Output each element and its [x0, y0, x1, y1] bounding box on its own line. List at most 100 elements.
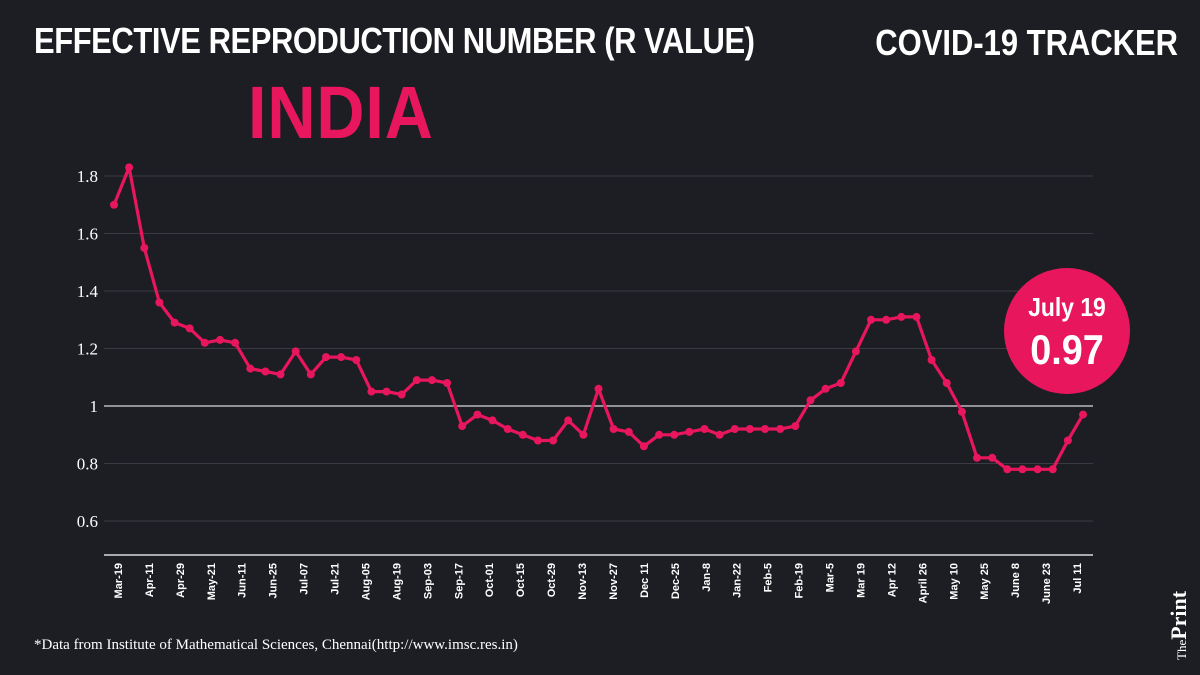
x-tick-label: Feb-5 — [763, 563, 775, 592]
data-point — [382, 387, 391, 396]
brand-print: Print — [1166, 590, 1191, 640]
data-point — [821, 384, 830, 393]
data-point — [670, 430, 679, 439]
data-point — [1063, 436, 1072, 445]
data-point — [488, 416, 497, 425]
data-point — [170, 318, 179, 327]
data-point — [655, 430, 664, 439]
data-point — [246, 364, 255, 373]
x-tick-label: Mar 19 — [855, 563, 867, 598]
grid-lines — [104, 175, 1093, 522]
y-tick-label: 0.6 — [77, 512, 98, 531]
data-point — [1018, 465, 1027, 474]
x-tick-label: Aug-05 — [360, 563, 372, 600]
x-tick-label: Oct-01 — [484, 563, 496, 597]
data-point — [185, 324, 194, 333]
x-tick-label: Jun-25 — [268, 563, 280, 598]
y-tick-label: 1.8 — [77, 167, 98, 186]
data-point — [579, 430, 588, 439]
data-point — [942, 379, 951, 387]
source-note: *Data from Institute of Mathematical Sci… — [34, 637, 518, 653]
data-point — [443, 379, 452, 387]
y-tick-label: 0.8 — [77, 455, 98, 474]
latest-value-callout: July 19 0.97 — [1004, 268, 1130, 394]
data-point — [1003, 465, 1012, 474]
x-tick-label: Jan-22 — [732, 563, 744, 598]
data-point — [745, 425, 754, 433]
x-tick-label: May 10 — [948, 563, 960, 600]
data-point — [836, 379, 845, 387]
data-point — [700, 425, 709, 433]
data-point — [337, 353, 346, 362]
x-tick-label: Apr 12 — [886, 563, 898, 597]
x-tick-label: Jul-21 — [330, 563, 342, 595]
country-name: INDIA — [248, 71, 434, 154]
data-point — [609, 425, 618, 433]
data-point — [397, 390, 406, 399]
x-tick-label: June 8 — [1010, 563, 1022, 598]
brand-logo: ThePrint — [1166, 591, 1192, 660]
tracker-label: COVID-19 TRACKER — [875, 22, 1178, 63]
data-point — [564, 416, 573, 425]
y-tick-label: 1 — [90, 397, 99, 416]
x-tick-label: Sep-17 — [453, 563, 465, 599]
data-points — [110, 163, 1087, 474]
data-point — [533, 436, 542, 445]
x-tick-label: Oct-29 — [546, 563, 558, 597]
data-point — [216, 335, 224, 344]
data-point — [1079, 410, 1087, 419]
x-tick-label: Jun-11 — [237, 563, 249, 598]
data-point — [715, 430, 724, 439]
data-point — [518, 430, 527, 439]
data-point — [1048, 465, 1057, 474]
data-point — [306, 370, 315, 379]
data-point — [291, 347, 300, 356]
x-tick-label: Nov-13 — [577, 563, 589, 600]
data-point — [776, 425, 785, 433]
data-point — [806, 396, 815, 405]
data-point — [458, 422, 467, 431]
x-tick-label: Mar-19 — [113, 563, 125, 598]
x-tick-label: Aug-19 — [391, 563, 403, 600]
x-tick-label: Dec 11 — [639, 563, 651, 598]
x-tick-label: May 25 — [979, 563, 991, 600]
data-point — [200, 338, 209, 347]
x-tick-label: Jul 11 — [1072, 563, 1084, 594]
data-point — [912, 312, 921, 321]
data-point — [867, 315, 875, 324]
brand-the: The — [1174, 639, 1189, 660]
data-point — [761, 425, 769, 433]
x-tick-label: May-21 — [206, 563, 218, 600]
data-point — [685, 427, 694, 436]
x-tick-label: Oct-15 — [515, 563, 527, 597]
data-point — [897, 312, 906, 321]
x-tick-label: Apr-11 — [144, 563, 156, 597]
x-tick-label: Feb-19 — [794, 563, 806, 598]
x-axis-ticks: Mar-19 Apr-11 Apr-29 May-21 Jun-11 Jun-25 Jul-… — [113, 563, 1084, 604]
x-tick-label: Nov-27 — [608, 563, 620, 600]
data-point — [276, 370, 285, 379]
data-point — [594, 384, 603, 393]
data-point — [428, 376, 436, 385]
x-tick-label: Jul-07 — [299, 563, 311, 595]
data-point — [261, 367, 270, 376]
data-point — [730, 425, 739, 433]
data-point — [882, 315, 891, 324]
y-tick-label: 1.4 — [77, 282, 99, 301]
data-point — [367, 387, 376, 396]
data-point — [352, 356, 361, 364]
x-tick-label: June 23 — [1041, 563, 1053, 604]
data-point — [503, 425, 512, 433]
data-point — [639, 442, 648, 451]
y-axis-ticks: 0.6 0.8 1 1.2 1.4 1.6 1.8 — [77, 167, 99, 531]
data-point — [322, 353, 330, 362]
x-tick-label: Mar-5 — [825, 563, 837, 592]
x-tick-label: Sep-03 — [422, 563, 434, 599]
data-point — [140, 243, 149, 252]
x-tick-label: Apr-29 — [175, 563, 187, 598]
y-tick-label: 1.6 — [77, 225, 98, 244]
y-tick-label: 1.2 — [77, 340, 98, 359]
data-point — [624, 427, 633, 436]
data-point — [851, 347, 860, 356]
x-tick-label: Jan-8 — [701, 563, 713, 592]
